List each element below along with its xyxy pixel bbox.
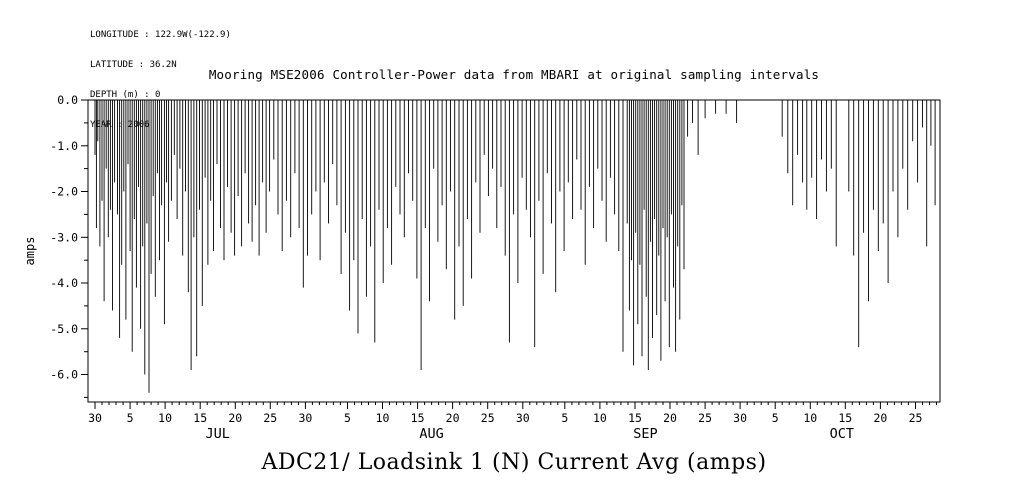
x-tick-label: 20 <box>663 411 677 425</box>
y-tick-label: -1.0 <box>50 139 78 153</box>
x-tick-label: 15 <box>411 411 425 425</box>
month-label: JUL <box>206 426 230 442</box>
x-tick-label: 30 <box>733 411 747 425</box>
x-tick-label: 30 <box>516 411 530 425</box>
y-tick-label: -4.0 <box>50 276 78 290</box>
metadata-depth: DEPTH (m) : 0 <box>90 90 161 100</box>
x-tick-label: 25 <box>481 411 495 425</box>
chart-title: Mooring MSE2006 Controller-Power data fr… <box>208 67 820 82</box>
x-tick-label: 5 <box>772 411 779 425</box>
x-tick-label: 5 <box>561 411 568 425</box>
x-tick-label: 5 <box>127 411 134 425</box>
x-tick-label: 20 <box>228 411 242 425</box>
month-label: AUG <box>419 426 443 442</box>
x-tick-label: 15 <box>193 411 207 425</box>
y-tick-label: -3.0 <box>50 230 78 244</box>
x-tick-label: 10 <box>158 411 172 425</box>
y-tick-label: 0.0 <box>57 93 78 107</box>
y-tick-label: -6.0 <box>50 368 78 382</box>
y-tick-label: -2.0 <box>50 185 78 199</box>
metadata-latitude: LATITUDE : 36.2N <box>90 60 177 70</box>
x-tick-label: 30 <box>88 411 102 425</box>
y-tick-label: -5.0 <box>50 322 78 336</box>
x-tick-label: 10 <box>376 411 390 425</box>
x-tick-label: 15 <box>838 411 852 425</box>
x-tick-label: 10 <box>803 411 817 425</box>
x-tick-label: 30 <box>298 411 312 425</box>
x-tick-label: 15 <box>628 411 642 425</box>
x-tick-label: 20 <box>446 411 460 425</box>
x-tick-label: 10 <box>593 411 607 425</box>
x-tick-label: 20 <box>873 411 887 425</box>
x-tick-label: 5 <box>344 411 351 425</box>
metadata-longitude: LONGITUDE : 122.9W(-122.9) <box>90 30 231 40</box>
month-label: OCT <box>830 426 854 442</box>
current-series-line <box>91 99 938 393</box>
x-tick-label: 25 <box>909 411 923 425</box>
x-tick-label: 25 <box>263 411 277 425</box>
x-tick-label: 25 <box>698 411 712 425</box>
plot-caption: ADC21/ Loadsink 1 (N) Current Avg (amps) <box>261 450 767 475</box>
month-label: SEP <box>633 426 657 442</box>
